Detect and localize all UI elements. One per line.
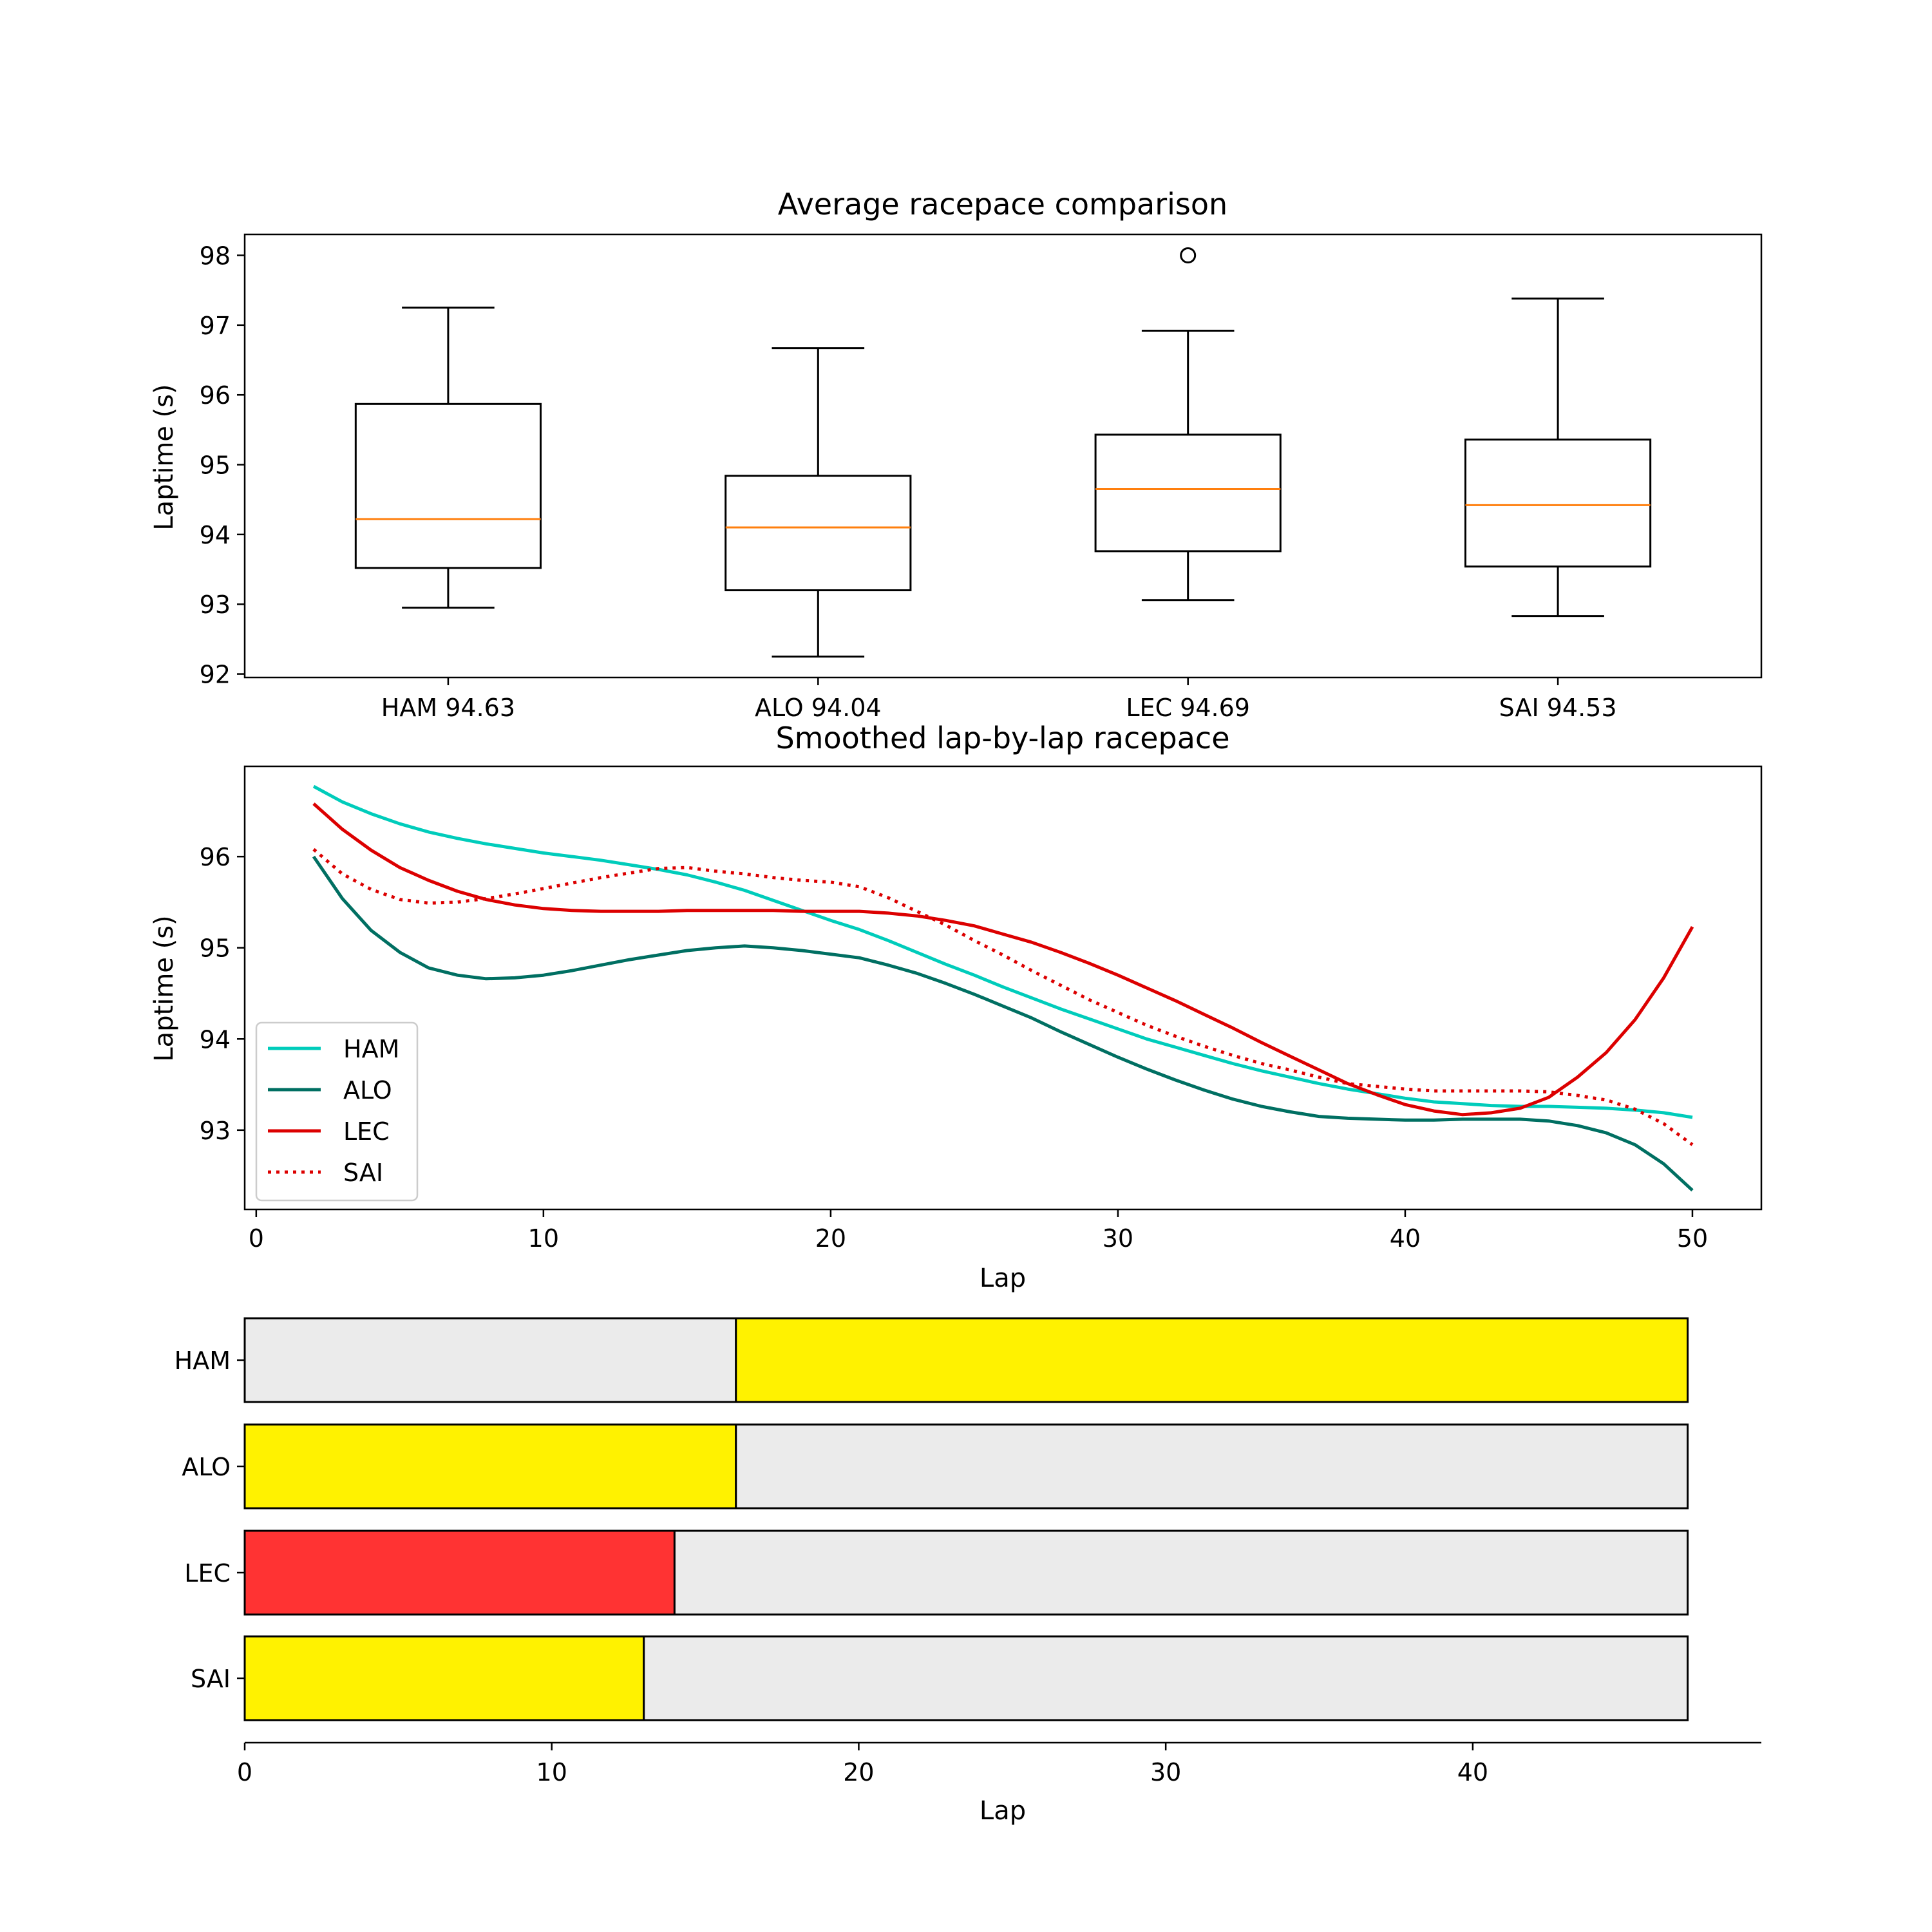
legend-label-sai: SAI — [343, 1159, 383, 1187]
stint-x-tick-label: 40 — [1457, 1758, 1488, 1786]
line-chart-axis-ticks: 0 10 20 30 40 50 93 94 95 96 — [200, 843, 1708, 1253]
legend-label-alo: ALO — [343, 1076, 392, 1104]
line-series-alo — [312, 855, 1694, 1192]
boxplot-y-tick-label: 92 — [200, 661, 231, 689]
stint-bar-sai — [243, 1635, 645, 1721]
line-chart-y-tick-label: 96 — [200, 843, 231, 871]
boxplot-y-tick-label: 94 — [200, 521, 231, 549]
stint-driver-label: ALO — [182, 1453, 231, 1481]
boxplot-box — [354, 402, 542, 569]
line-chart-y-tick-label: 94 — [200, 1025, 231, 1054]
boxplot-y-tick-label: 96 — [200, 381, 231, 410]
stint-panel: HAM ALO LEC SAI 0 10 20 30 40 Lap — [175, 1317, 1761, 1826]
stint-driver-label: HAM — [175, 1347, 231, 1375]
stint-bars — [243, 1317, 1689, 1721]
boxplot-box — [1094, 433, 1282, 553]
stint-x-axis-label: Lap — [980, 1796, 1026, 1826]
stint-x-tick-label: 20 — [843, 1758, 874, 1786]
line-series-ham — [312, 784, 1693, 1119]
stint-x-tick-label: 10 — [536, 1758, 567, 1786]
line-chart-x-tick-label: 0 — [249, 1224, 264, 1253]
boxplot-category-label: HAM 94.63 — [381, 694, 515, 722]
line-series-lec — [312, 802, 1694, 1117]
line-chart-x-tick-label: 40 — [1390, 1224, 1421, 1253]
boxplot-box — [1464, 439, 1652, 568]
line-chart-title: Smoothed lap-by-lap racepace — [775, 721, 1229, 755]
stint-x-tick-label: 30 — [1150, 1758, 1181, 1786]
legend-frame — [255, 1021, 419, 1202]
boxplot-y-tick-label: 95 — [200, 451, 231, 480]
boxplot-category-label: LEC 94.69 — [1126, 694, 1250, 722]
line-chart-x-axis-label: Lap — [980, 1264, 1026, 1293]
legend-label-lec: LEC — [343, 1117, 390, 1146]
line-chart-y-axis-label: Laptime (s) — [149, 915, 179, 1061]
boxplot-y-axis-label: Laptime (s) — [149, 384, 179, 530]
line-chart-axes-frame — [243, 765, 1763, 1211]
stint-driver-label: SAI — [191, 1665, 231, 1693]
line-chart-x-tick-label: 20 — [815, 1224, 846, 1253]
line-chart-series — [312, 784, 1694, 1192]
boxplot-panel: Average racepace comparison Laptime (s) … — [149, 187, 1763, 722]
line-chart-x-tick-label: 30 — [1103, 1224, 1133, 1253]
stint-bar-alo — [243, 1423, 737, 1510]
boxplot-axis-ticks: 92 93 94 95 96 97 98 HAM 94.63 ALO 94.04 LEC 94.6… — [200, 242, 1617, 722]
boxplot-y-tick-label: 93 — [200, 591, 231, 619]
stint-bar-alo — [735, 1423, 1689, 1510]
line-panel: Smoothed lap-by-lap racepace Laptime (s)… — [149, 721, 1763, 1293]
line-chart-x-tick-label: 10 — [528, 1224, 559, 1253]
line-chart-y-tick-label: 95 — [200, 934, 231, 963]
line-chart-legend: HAM ALO LEC SAI — [255, 1021, 419, 1202]
line-chart-y-tick-label: 93 — [200, 1117, 231, 1145]
stint-x-tick-label: 0 — [237, 1758, 252, 1786]
stint-bar-ham — [243, 1317, 737, 1403]
stint-bar-ham — [735, 1317, 1689, 1403]
stint-bar-lec — [673, 1530, 1689, 1616]
stint-bar-lec — [243, 1530, 676, 1616]
boxplot-title: Average racepace comparison — [778, 187, 1227, 222]
boxplot-category-label: SAI 94.53 — [1499, 694, 1617, 722]
legend-label-ham: HAM — [343, 1035, 399, 1063]
line-series-sai — [312, 848, 1694, 1146]
line-chart-x-tick-label: 50 — [1677, 1224, 1708, 1253]
boxplot-y-tick-label: 97 — [200, 312, 231, 340]
stint-axis-ticks: HAM ALO LEC SAI 0 10 20 30 40 — [175, 1347, 1488, 1786]
boxplot-category-label: ALO 94.04 — [755, 694, 882, 722]
boxplot-box — [724, 475, 912, 592]
stint-driver-label: LEC — [184, 1559, 231, 1587]
boxplot-boxes — [354, 247, 1652, 658]
boxplot-outlier — [1180, 247, 1197, 264]
stint-bar-sai — [643, 1635, 1689, 1721]
boxplot-axes-frame — [243, 233, 1763, 679]
boxplot-y-tick-label: 98 — [200, 242, 231, 270]
